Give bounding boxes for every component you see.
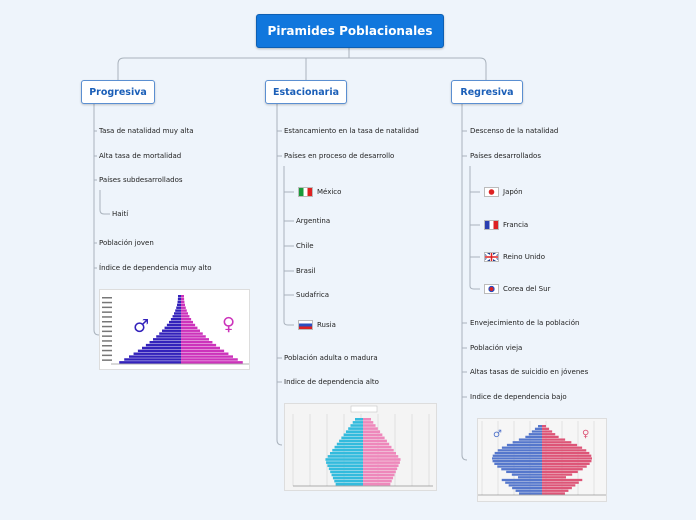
regressive-pyramid-graphic: ♂ ♀ — [472, 421, 612, 496]
leaf-poblacion-joven[interactable]: Población joven — [99, 239, 154, 247]
male-symbol-small-icon: ♂ — [493, 429, 502, 440]
leaf-descenso-natalidad[interactable]: Descenso de la natalidad — [470, 127, 559, 135]
leaf-francia[interactable]: Francia — [503, 221, 529, 229]
leaf-japon[interactable]: Japón — [503, 188, 523, 196]
female-symbol-small-icon: ♀ — [582, 429, 589, 440]
leaf-haiti[interactable]: Haití — [112, 210, 129, 218]
leaf-suicidio-jovenes[interactable]: Altas tasas de suicidio en jóvenes — [470, 368, 589, 376]
mexico-flag-icon — [298, 187, 313, 197]
leaf-chile[interactable]: Chile — [296, 242, 314, 250]
leaf-dependencia-muy-alto[interactable]: Índice de dependencia muy alto — [99, 264, 212, 272]
leaf-dependencia-alto[interactable]: Indice de dependencia alto — [284, 378, 379, 386]
stationary-pyramid-graphic — [292, 405, 433, 487]
leaf-poblacion-vieja[interactable]: Población vieja — [470, 344, 523, 352]
uk-flag-cross — [485, 253, 498, 261]
pyramid-image-progresiva[interactable]: ♂ ♀ — [99, 289, 251, 370]
branch-progresiva[interactable]: Progresiva — [81, 80, 155, 104]
russia-flag-icon — [298, 320, 313, 330]
leaf-paises-subdesarrollados[interactable]: Países subdesarrollados — [99, 176, 183, 184]
korea-flag-icon — [484, 284, 499, 294]
pyramid-image-regresiva[interactable]: ♂ ♀ — [472, 418, 612, 502]
leaf-estancamiento[interactable]: Estancamiento en la tasa de natalidad — [284, 127, 419, 135]
leaf-natalidad-alta[interactable]: Tasa de natalidad muy alta — [99, 127, 194, 135]
leaf-mortalidad-alta[interactable]: Alta tasa de mortalidad — [99, 152, 182, 160]
leaf-paises-en-desarrollo[interactable]: Países en proceso de desarrollo — [284, 152, 395, 160]
leaf-rusia[interactable]: Rusia — [317, 321, 336, 329]
branch-estacionaria[interactable]: Estacionaria — [265, 80, 347, 104]
leaf-dependencia-bajo[interactable]: Indice de dependencia bajo — [470, 393, 567, 401]
pyramid-image-estacionaria[interactable] — [284, 403, 437, 491]
leaf-mexico[interactable]: México — [317, 188, 342, 196]
leaf-corea-del-sur[interactable]: Corea del Sur — [503, 285, 551, 293]
root-node-title[interactable]: Piramides Poblacionales — [256, 14, 444, 48]
female-symbol-icon: ♀ — [222, 314, 235, 335]
france-flag-icon — [484, 220, 499, 230]
male-symbol-icon: ♂ — [133, 316, 149, 337]
leaf-envejecimiento[interactable]: Envejecimiento de la población — [470, 319, 580, 327]
leaf-sudafrica[interactable]: Sudafrica — [296, 291, 330, 299]
japan-flag-icon — [484, 187, 499, 197]
leaf-reino-unido[interactable]: Reino Unido — [503, 253, 545, 261]
leaf-brasil[interactable]: Brasil — [296, 267, 316, 275]
branch-regresiva[interactable]: Regresiva — [451, 80, 523, 104]
leaf-argentina[interactable]: Argentina — [296, 217, 331, 225]
leaf-paises-desarrollados[interactable]: Países desarrollados — [470, 152, 541, 160]
progressive-pyramid-graphic: ♂ ♀ — [102, 295, 251, 365]
leaf-poblacion-adulta[interactable]: Población adulta o madura — [284, 354, 378, 362]
uk-flag-icon — [484, 252, 499, 262]
